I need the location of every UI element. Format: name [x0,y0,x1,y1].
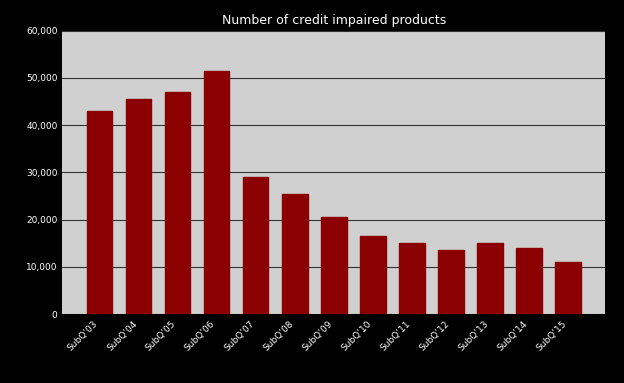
Bar [360,236,386,314]
Bar [87,111,112,314]
Bar [321,217,346,314]
Bar [399,243,424,314]
Bar [204,71,230,314]
Bar [165,92,190,314]
Bar [555,262,580,314]
Bar [516,248,542,314]
Title: Number of credit impaired products: Number of credit impaired products [222,14,446,27]
Bar [126,99,152,314]
Bar [243,177,268,314]
Bar [477,243,502,314]
Bar [438,250,464,314]
Bar [282,193,308,314]
